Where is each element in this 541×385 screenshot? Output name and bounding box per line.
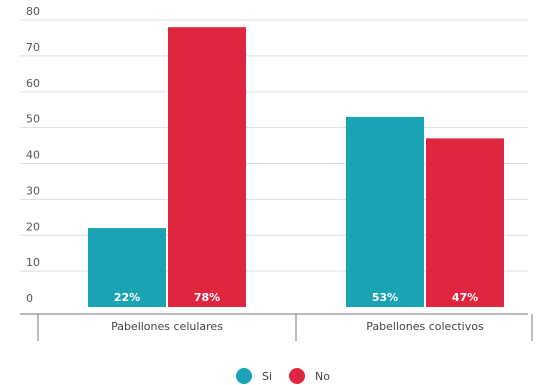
data-labels: 22% 78% 53% 47% [114, 291, 478, 304]
x-axis: Pabellones celulares Pabellones colectivo… [20, 313, 533, 341]
data-label: 53% [372, 291, 398, 304]
data-label: 78% [194, 291, 220, 304]
y-tick-label: 10 [26, 256, 40, 269]
legend-swatch-si [236, 368, 252, 384]
y-tick-label: 40 [26, 149, 40, 162]
bar-si-1 [88, 228, 166, 307]
bar-no-2 [426, 138, 504, 307]
legend-label: No [315, 370, 330, 383]
legend: Si No [236, 368, 330, 384]
y-tick-label: 70 [26, 41, 40, 54]
x-tick-label: Pabellones celulares [111, 320, 223, 333]
y-tick-label: 0 [26, 292, 33, 305]
y-axis-ticks: 0 10 20 30 40 50 60 70 80 [26, 5, 40, 305]
y-tick-label: 50 [26, 113, 40, 126]
legend-label: Si [262, 370, 272, 383]
legend-swatch-no [289, 368, 305, 384]
data-label: 22% [114, 291, 140, 304]
bar-si-2 [346, 116, 424, 307]
y-tick-label: 80 [26, 5, 40, 18]
y-tick-label: 30 [26, 184, 40, 197]
y-tick-label: 20 [26, 220, 40, 233]
bars [88, 27, 504, 308]
y-tick-label: 60 [26, 77, 40, 90]
x-tick-label: Pabellones colectivos [366, 320, 484, 333]
bar-no-1 [168, 27, 246, 308]
data-label: 47% [452, 291, 478, 304]
